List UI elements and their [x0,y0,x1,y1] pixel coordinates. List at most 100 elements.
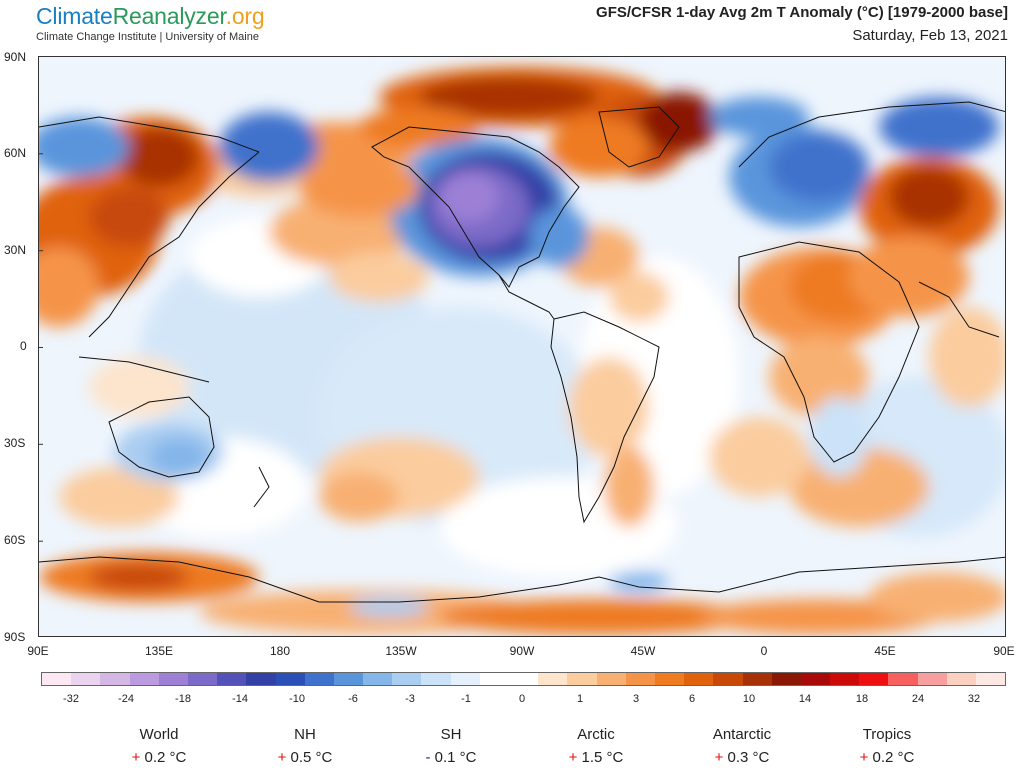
scale-label: 0 [518,693,526,705]
stat-arctic: Arctic + 1.5 °C [536,726,656,766]
color-swatch [275,673,305,685]
lon-label-135w: 135W [385,644,417,658]
stat-number: 0.2 °C [872,749,915,766]
color-swatch [187,673,218,685]
color-swatch [217,673,247,685]
scale-label: -1 [461,693,471,705]
scale-label: -18 [175,693,191,705]
lat-label-0: 0 [20,339,27,353]
stat-sign: - [425,749,431,766]
brand-name-part2: Reanalyzer [112,3,226,29]
scale-label: 1 [576,693,584,705]
lat-label-60n: 60N [4,146,27,160]
stat-value: + 0.5 °C [245,749,365,766]
color-swatch [654,673,685,685]
stat-number: 1.5 °C [581,749,624,766]
color-swatch [976,673,1006,685]
scale-label: 14 [798,693,812,705]
lon-label-90e-left: 90E [27,644,49,658]
scale-label: -6 [348,693,358,705]
scale-label: 3 [632,693,640,705]
stat-name: SH [440,726,462,743]
lat-label-90n: 90N [4,50,27,64]
stat-sh: SH - 0.1 °C [391,726,511,766]
scale-label: -32 [63,693,79,705]
lon-label-90e-right: 90E [993,644,1015,658]
map-title: GFS/CFSR 1-day Avg 2m T Anomaly (°C) [19… [596,4,1008,21]
brand-name: ClimateReanalyzer.org [36,2,265,30]
scale-label: -14 [232,693,248,705]
anomaly-map[interactable] [38,56,1006,637]
color-swatch [538,673,568,685]
scale-label: -3 [405,693,415,705]
brand-subtitle: Climate Change Institute | University of… [36,31,259,43]
color-swatch [333,673,364,685]
stat-sign: + [568,749,578,766]
stat-name: NH [294,726,316,743]
stat-value: + 1.5 °C [536,749,656,766]
color-swatch [946,673,976,685]
lon-label-45w: 45W [630,644,656,658]
lon-label-45e: 45E [874,644,896,658]
color-swatch [450,673,480,685]
color-swatch [800,673,831,685]
color-swatch [71,673,101,685]
stat-sign: + [131,749,141,766]
stat-name: Arctic [577,726,615,743]
lat-label-30n: 30N [4,243,27,257]
lon-label-180: 180 [269,644,291,658]
scale-label: -10 [289,693,305,705]
lon-label-135e: 135E [144,644,174,658]
color-swatch [888,673,918,685]
brand-name-part3: .org [225,3,265,29]
scale-label: 6 [688,693,696,705]
stat-world: World + 0.2 °C [99,726,219,766]
color-scale-bar [41,672,1006,686]
lon-label-90w: 90W [509,644,535,658]
scale-label: 32 [967,693,981,705]
color-swatch [421,673,451,685]
map-date: Saturday, Feb 13, 2021 [852,27,1008,44]
color-swatch [304,673,334,685]
color-swatch [100,673,130,685]
color-swatch [509,673,539,685]
color-swatch [917,673,947,685]
stat-name: Antarctic [712,726,772,743]
color-swatch [246,673,276,685]
stat-value: + 0.2 °C [827,749,947,766]
lat-label-60s: 60S [4,533,26,547]
scale-label: -24 [118,693,134,705]
brand-logo[interactable]: ClimateReanalyzer.org Climate Change Ins… [36,2,265,43]
stat-number: 0.2 °C [144,749,187,766]
color-swatch [625,673,655,685]
stat-name: Tropics [862,726,912,743]
brand-name-part1: Climate [36,3,113,29]
lat-label-30s: 30S [4,436,26,450]
scale-label: 10 [742,693,756,705]
color-swatch [158,673,188,685]
stat-sign: + [714,749,724,766]
color-swatch [363,673,393,685]
stat-sign: + [277,749,287,766]
color-swatch [684,673,714,685]
stat-sign: + [859,749,869,766]
color-swatch [830,673,860,685]
stat-antarctic: Antarctic + 0.3 °C [682,726,802,766]
color-swatch [567,673,597,685]
color-swatch [771,673,801,685]
anomaly-map-image [39,57,1005,636]
lon-label-0: 0 [760,644,768,658]
stat-value: - 0.1 °C [391,749,511,766]
color-swatch [742,673,772,685]
color-swatch [713,673,743,685]
color-swatch [859,673,889,685]
color-swatch [42,673,72,685]
scale-label: 24 [911,693,925,705]
scale-label: 18 [855,693,869,705]
stat-number: 0.3 °C [727,749,770,766]
color-swatch [596,673,626,685]
color-swatch [479,673,509,685]
stat-value: + 0.3 °C [682,749,802,766]
stat-nh: NH + 0.5 °C [245,726,365,766]
color-swatch [392,673,422,685]
